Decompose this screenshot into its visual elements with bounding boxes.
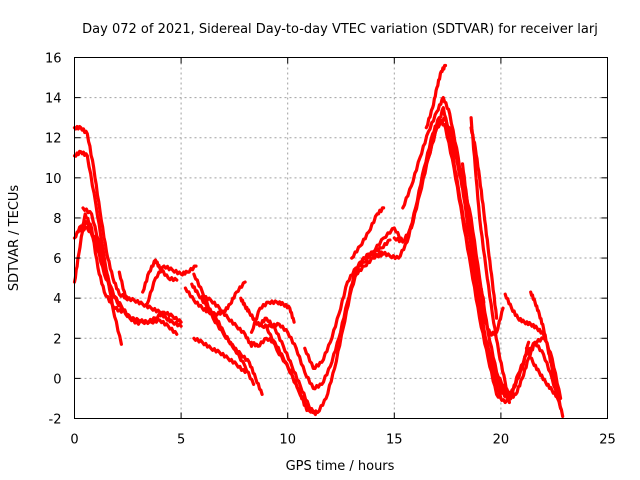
- series-arc-10: [128, 310, 183, 325]
- series-arc-1: [72, 124, 130, 300]
- series-arc-14: [192, 336, 247, 374]
- y-axis-label: SDTVAR / TECUs: [7, 185, 22, 292]
- series-arc-31: [469, 126, 499, 320]
- chart-title: Day 072 of 2021, Sidereal Day-to-day VTE…: [82, 22, 598, 37]
- series-arc-8: [141, 258, 179, 294]
- series-arc-6: [77, 225, 115, 296]
- series-arc-30: [460, 162, 486, 304]
- x-tick-label: 25: [599, 433, 616, 448]
- y-tick-label: -2: [49, 413, 62, 428]
- y-tick-label: 10: [45, 172, 62, 187]
- series-arc-26: [401, 96, 503, 400]
- x-tick-label: 5: [177, 433, 185, 448]
- y-tick-label: 2: [53, 332, 61, 347]
- series-arc-15: [200, 294, 254, 348]
- x-tick-label: 10: [279, 433, 296, 448]
- x-tick-label: 20: [493, 433, 510, 448]
- series-arc-4: [72, 212, 123, 314]
- series-arc-22: [303, 226, 405, 370]
- series-arc-7: [117, 270, 183, 328]
- series-arc-32: [469, 116, 511, 405]
- series-arc-13: [192, 272, 256, 386]
- series-arc-16: [239, 296, 298, 350]
- y-tick-label: 12: [45, 132, 62, 147]
- axis-ticks: 0 5 10 15 20 25 -2 0 2 4 6 8 10 12 14 16: [45, 52, 616, 448]
- series-arc-20: [264, 251, 386, 415]
- y-tick-label: 8: [53, 212, 61, 227]
- y-tick-label: 14: [45, 92, 62, 107]
- series-arc-33: [488, 340, 563, 411]
- y-tick-label: 4: [53, 292, 61, 307]
- plot-frame: [74, 57, 608, 419]
- series-arc-19: [258, 316, 317, 417]
- y-tick-label: 0: [53, 372, 61, 387]
- series-arc-9: [145, 264, 198, 306]
- x-axis-label: GPS time / hours: [286, 459, 395, 474]
- series-arc-35: [529, 290, 565, 419]
- series-arc-23: [350, 206, 386, 260]
- series-arc-27: [418, 116, 546, 396]
- series-arc-36: [524, 346, 561, 400]
- data-series: [72, 63, 565, 419]
- y-tick-label: 16: [45, 52, 62, 67]
- x-tick-label: 0: [70, 433, 78, 448]
- y-tick-label: 6: [53, 252, 61, 267]
- series-arc-21: [294, 238, 392, 391]
- series-arc-28: [424, 63, 448, 130]
- series-arc-18: [249, 336, 309, 413]
- series-arc-24: [354, 116, 531, 405]
- series-arc-17: [249, 299, 296, 334]
- x-tick-label: 15: [386, 433, 403, 448]
